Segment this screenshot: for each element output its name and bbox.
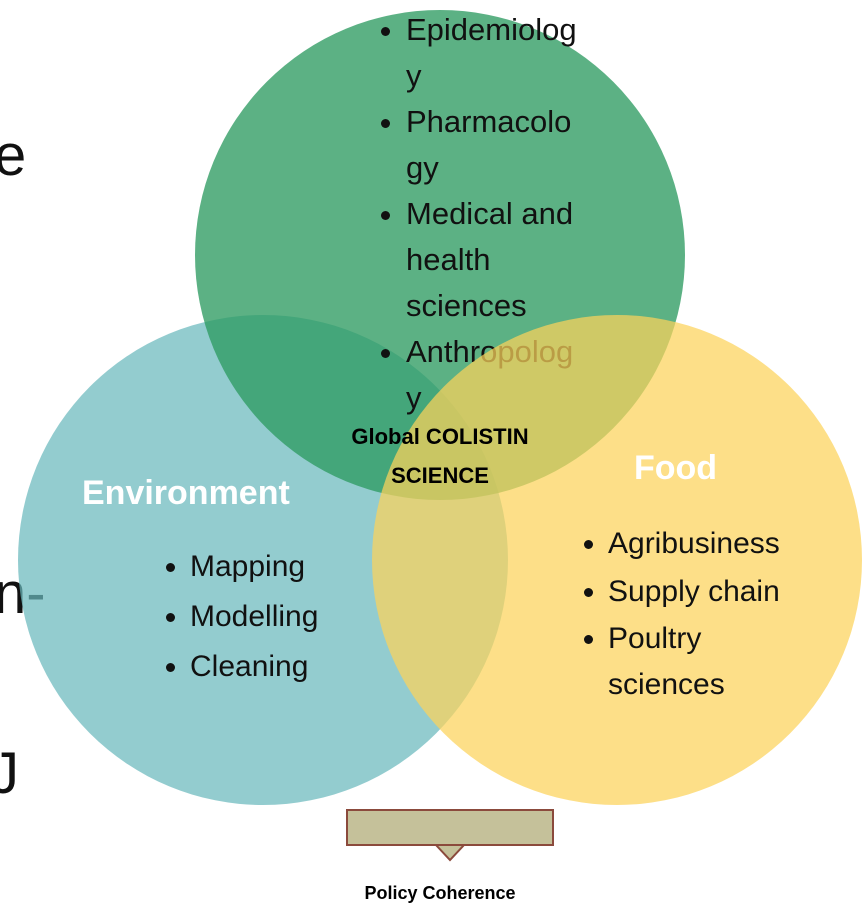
arrow-head — [433, 844, 467, 862]
list-item: Epidemiology — [406, 7, 586, 99]
science-list: Epidemiology Pharmacology Medical and he… — [366, 7, 586, 421]
arrow-box — [346, 809, 554, 846]
food-circle — [372, 315, 862, 805]
list-item: Poultry sciences — [608, 616, 758, 708]
fragment: J — [0, 741, 19, 806]
environment-title: Environment — [82, 474, 290, 512]
list-item: Pharmacology — [406, 99, 586, 191]
food-title: Food — [634, 449, 718, 487]
environment-list: Mapping Modelling Cleaning — [152, 542, 318, 692]
list-item: Modelling — [190, 592, 318, 642]
list-item: Agribusiness — [608, 520, 808, 568]
fragment: e — [0, 123, 27, 188]
list-item: Supply chain — [608, 568, 808, 616]
list-item: Cleaning — [190, 642, 318, 692]
center-label: SCIENCE — [391, 463, 489, 488]
list-item: Medical and health sciences — [406, 191, 586, 329]
food-list: Agribusiness Supply chain Poultry scienc… — [568, 520, 808, 708]
center-label: Global COLISTIN — [351, 424, 529, 449]
list-item: Mapping — [190, 542, 318, 592]
footer-label: Policy Coherence — [364, 883, 516, 903]
